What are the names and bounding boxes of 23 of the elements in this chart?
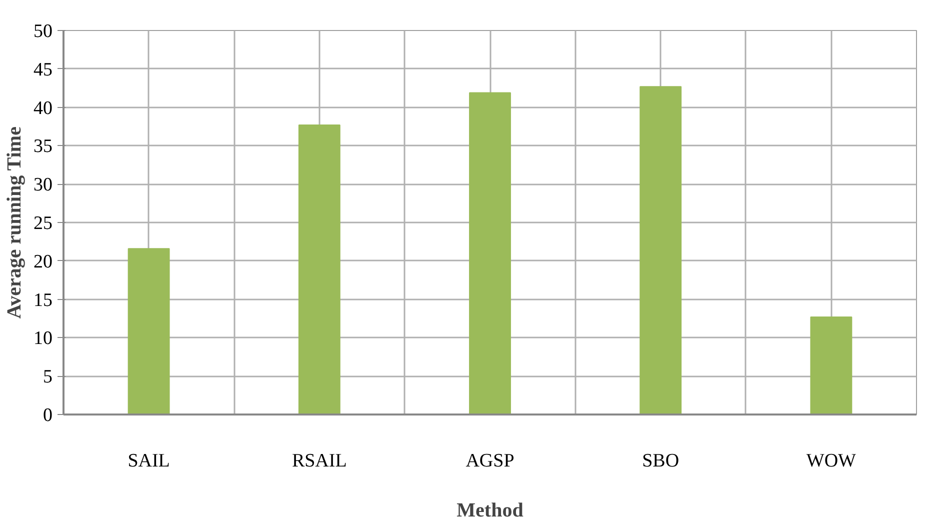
x-tick-label: RSAIL [292, 450, 347, 472]
y-tick-label: 40 [34, 98, 52, 119]
y-tick-label: 0 [43, 405, 52, 426]
y-tick-label: 30 [34, 174, 52, 196]
x-tick-label: AGSP [466, 450, 514, 472]
y-tick-label: 35 [34, 136, 52, 158]
y-tick-label: 5 [43, 366, 52, 388]
x-tick-label: WOW [806, 450, 856, 472]
y-tick-label: 15 [34, 290, 52, 311]
y-tick-label: 20 [34, 251, 52, 272]
y-tick-label: 50 [34, 21, 52, 42]
bar [810, 316, 852, 414]
bar [469, 92, 511, 414]
x-axis-title: Method [456, 500, 524, 522]
y-axis-title: Average running Time [4, 126, 26, 319]
bar [640, 86, 682, 414]
y-tick-label: 10 [34, 328, 52, 350]
y-tick-label: 45 [34, 59, 52, 80]
y-tick-label: 25 [34, 213, 52, 234]
x-tick-label: SAIL [128, 450, 170, 472]
bar [128, 248, 170, 414]
bar [298, 124, 340, 414]
x-tick-label: SBO [642, 450, 680, 472]
